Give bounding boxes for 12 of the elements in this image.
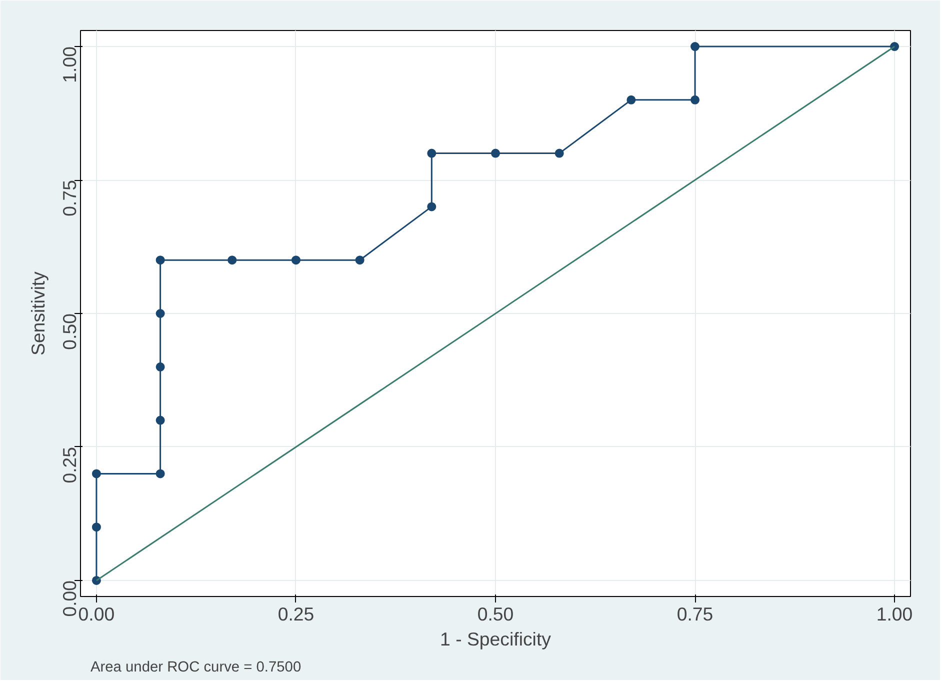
y-axis-title: Sensitivity	[28, 270, 48, 356]
x-axis-title: 1 - Specificity	[440, 628, 552, 650]
x-tick-label: 0.00	[78, 604, 115, 624]
y-tick-label: 0.25	[59, 446, 80, 484]
x-tick-label: 0.75	[676, 604, 714, 624]
y-tick-label: 1.00	[59, 46, 80, 83]
text: Area under ROC curve = 0.7500	[90, 660, 302, 676]
x-tick-label: 0.50	[477, 604, 514, 624]
x-tick-label: 0.25	[278, 604, 314, 624]
y-tick-label: 0.75	[59, 180, 80, 216]
x-tick-label: 1.00	[876, 604, 913, 624]
y-tick-label: 0.50	[59, 314, 80, 350]
